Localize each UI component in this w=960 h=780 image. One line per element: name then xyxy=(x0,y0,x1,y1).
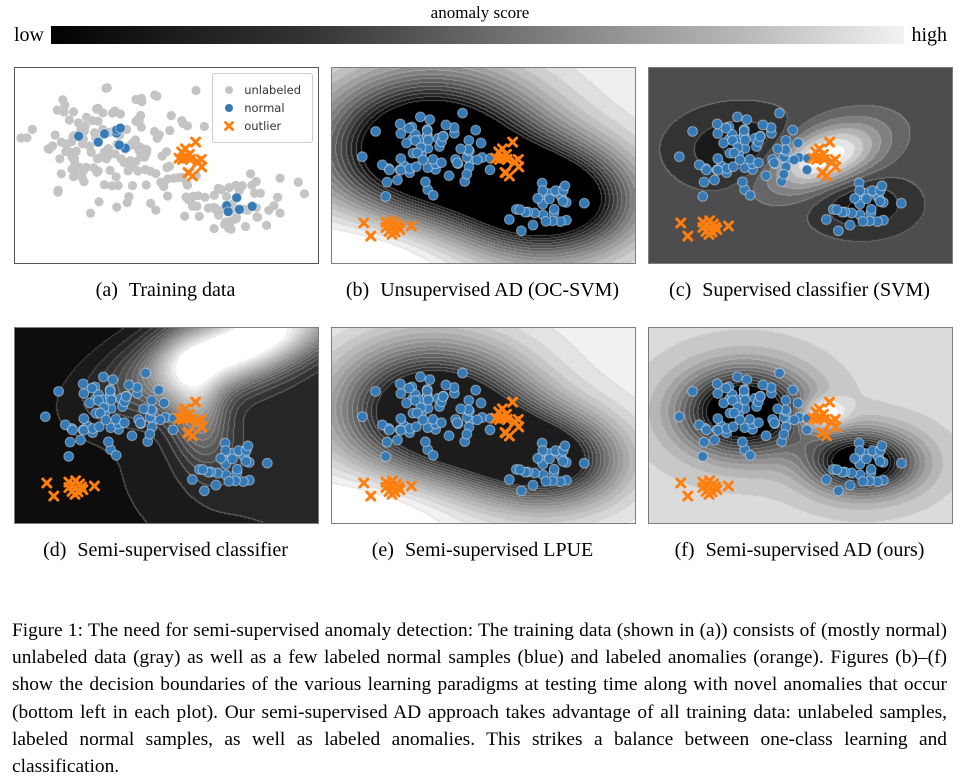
figure-1-page: anomaly score low high unlabeled normal ou… xyxy=(0,3,960,777)
panel-a-scatter-points xyxy=(16,83,309,234)
colorbar-low-label: low xyxy=(14,24,44,46)
colorbar-title: anomaly score xyxy=(430,3,530,22)
panel-b-plot xyxy=(331,67,636,264)
panel-e-caption-text: Semi-supervised LPUE xyxy=(404,539,594,561)
panel-e-caption: (e) Semi-supervised LPUE xyxy=(331,537,634,563)
panel-d-caption-label: (d) xyxy=(43,539,67,561)
panel-d-scatter-points xyxy=(39,367,273,502)
panel-f: (f) Semi-supervised AD (ours) xyxy=(648,327,953,587)
colorbar-high-label: high xyxy=(911,24,947,46)
legend-outlier-label: outlier xyxy=(244,119,282,133)
panel-b-scatter-points xyxy=(356,107,590,242)
panel-e-caption-label: (e) xyxy=(371,539,394,561)
panel-b-caption-text: Unsupervised AD (OC-SVM) xyxy=(380,279,620,301)
panel-f-caption-label: (f) xyxy=(674,539,695,561)
panel-a-caption-label: (a) xyxy=(95,279,118,301)
legend-unlabeled-marker-icon xyxy=(225,86,234,94)
panel-d-caption: (d) Semi-supervised classifier xyxy=(14,537,317,563)
colorbar-gradient xyxy=(51,26,905,44)
panel-f-caption-text: Semi-supervised AD (ours) xyxy=(705,539,925,561)
panel-b: (b) Unsupervised AD (OC-SVM) xyxy=(331,67,636,327)
legend: unlabeled normal outlier xyxy=(212,73,313,143)
panel-e-scatter-points xyxy=(356,367,590,502)
legend-outlier-marker-icon xyxy=(224,121,235,131)
colorbar: anomaly score low high xyxy=(0,3,960,46)
panel-f-plot xyxy=(648,327,953,524)
panel-c-scatter-points xyxy=(673,107,907,242)
panel-a-caption-text: Training data xyxy=(128,279,236,301)
panel-a-plot: unlabeled normal outlier xyxy=(14,67,319,264)
panel-c-caption-label: (c) xyxy=(669,279,692,301)
legend-item-unlabeled: unlabeled xyxy=(221,83,301,97)
panel-c-caption-text: Supervised classifier (SVM) xyxy=(702,279,930,301)
panel-a: unlabeled normal outlier (a) Training data xyxy=(14,67,319,327)
panel-grid: unlabeled normal outlier (a) Training data (b… xyxy=(14,67,960,587)
legend-item-normal: normal xyxy=(221,101,301,115)
legend-unlabeled-label: unlabeled xyxy=(244,83,301,97)
panel-d-caption-text: Semi-supervised classifier xyxy=(77,539,288,561)
panel-a-caption: (a) Training data xyxy=(14,277,317,303)
panel-d-plot xyxy=(14,327,319,524)
panel-e-plot xyxy=(331,327,636,524)
panel-c-plot xyxy=(648,67,953,264)
panel-f-scatter-points xyxy=(673,367,907,502)
legend-item-outlier: outlier xyxy=(221,119,301,133)
legend-normal-marker-icon xyxy=(225,104,234,112)
panel-c: (c) Supervised classifier (SVM) xyxy=(648,67,953,327)
panel-b-caption-label: (b) xyxy=(345,279,370,301)
panel-c-caption: (c) Supervised classifier (SVM) xyxy=(648,277,951,303)
colorbar-row: low high xyxy=(14,24,947,46)
panel-e: (e) Semi-supervised LPUE xyxy=(331,327,636,587)
panel-d: (d) Semi-supervised classifier xyxy=(14,327,319,587)
panel-b-caption: (b) Unsupervised AD (OC-SVM) xyxy=(331,277,634,303)
legend-normal-label: normal xyxy=(244,101,285,115)
figure-caption: Figure 1: The need for semi-supervised a… xyxy=(12,620,947,778)
panel-f-caption: (f) Semi-supervised AD (ours) xyxy=(648,537,951,563)
